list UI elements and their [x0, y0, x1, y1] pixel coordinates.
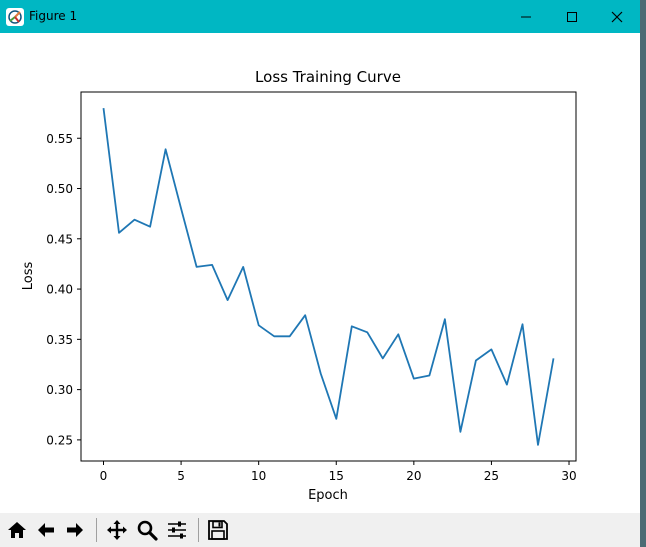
- zoom-button[interactable]: [134, 517, 160, 543]
- y-tick-label: 0.55: [46, 132, 73, 146]
- loss-data-points: [103, 107, 554, 446]
- title-bar[interactable]: Figure 1: [0, 0, 640, 33]
- navigation-toolbar: [0, 513, 640, 547]
- configure-subplots-button[interactable]: [164, 517, 190, 543]
- x-axis: 0 5 10 15 20 25 30: [100, 461, 577, 483]
- y-axis: 0.25 0.30 0.35 0.40 0.45 0.50 0.55: [46, 132, 81, 447]
- x-tick-label: 30: [561, 469, 576, 483]
- arrow-right-icon: [67, 523, 83, 537]
- window-title: Figure 1: [29, 9, 78, 23]
- figure-app-icon: [6, 8, 24, 26]
- y-tick-label: 0.45: [46, 232, 73, 246]
- toolbar-separator: [198, 518, 199, 542]
- desktop-background: [640, 0, 646, 547]
- y-tick-label: 0.35: [46, 333, 73, 347]
- x-tick-label: 10: [251, 469, 266, 483]
- arrow-left-icon: [38, 523, 54, 537]
- pan-button[interactable]: [104, 517, 130, 543]
- maximize-icon: [567, 11, 577, 22]
- y-tick-label: 0.25: [46, 433, 73, 447]
- forward-button[interactable]: [62, 517, 88, 543]
- home-icon: [8, 522, 26, 538]
- x-tick-label: 15: [329, 469, 344, 483]
- x-tick-label: 5: [177, 469, 185, 483]
- zoom-icon: [137, 520, 158, 541]
- x-tick-label: 20: [406, 469, 421, 483]
- minimize-button[interactable]: [503, 0, 549, 33]
- move-icon: [107, 520, 127, 540]
- toolbar-separator: [96, 518, 97, 542]
- save-icon: [208, 520, 228, 540]
- plot-area: [80, 91, 577, 462]
- minimize-icon: [521, 16, 531, 17]
- home-button[interactable]: [4, 517, 30, 543]
- y-tick-label: 0.40: [46, 283, 73, 297]
- chart-title: Loss Training Curve: [255, 68, 401, 86]
- maximize-button[interactable]: [549, 0, 595, 33]
- loss-series-line: [102, 107, 555, 446]
- y-axis-label: Loss: [21, 262, 36, 291]
- close-button[interactable]: [594, 0, 640, 33]
- x-axis-label: Epoch: [308, 488, 348, 503]
- figure-canvas[interactable]: Loss Training Curve 0 5 10 15 20 25 30 0.25 0.3…: [0, 33, 640, 513]
- y-tick-label: 0.50: [46, 182, 73, 196]
- y-tick-label: 0.30: [46, 383, 73, 397]
- back-button[interactable]: [33, 517, 59, 543]
- sliders-icon: [168, 521, 186, 539]
- x-tick-label: 25: [484, 469, 499, 483]
- line-chart: Loss Training Curve 0 5 10 15 20 25 30 0.25 0.3…: [21, 68, 577, 503]
- save-button[interactable]: [205, 517, 231, 543]
- x-tick-label: 0: [100, 469, 108, 483]
- close-icon: [611, 11, 623, 22]
